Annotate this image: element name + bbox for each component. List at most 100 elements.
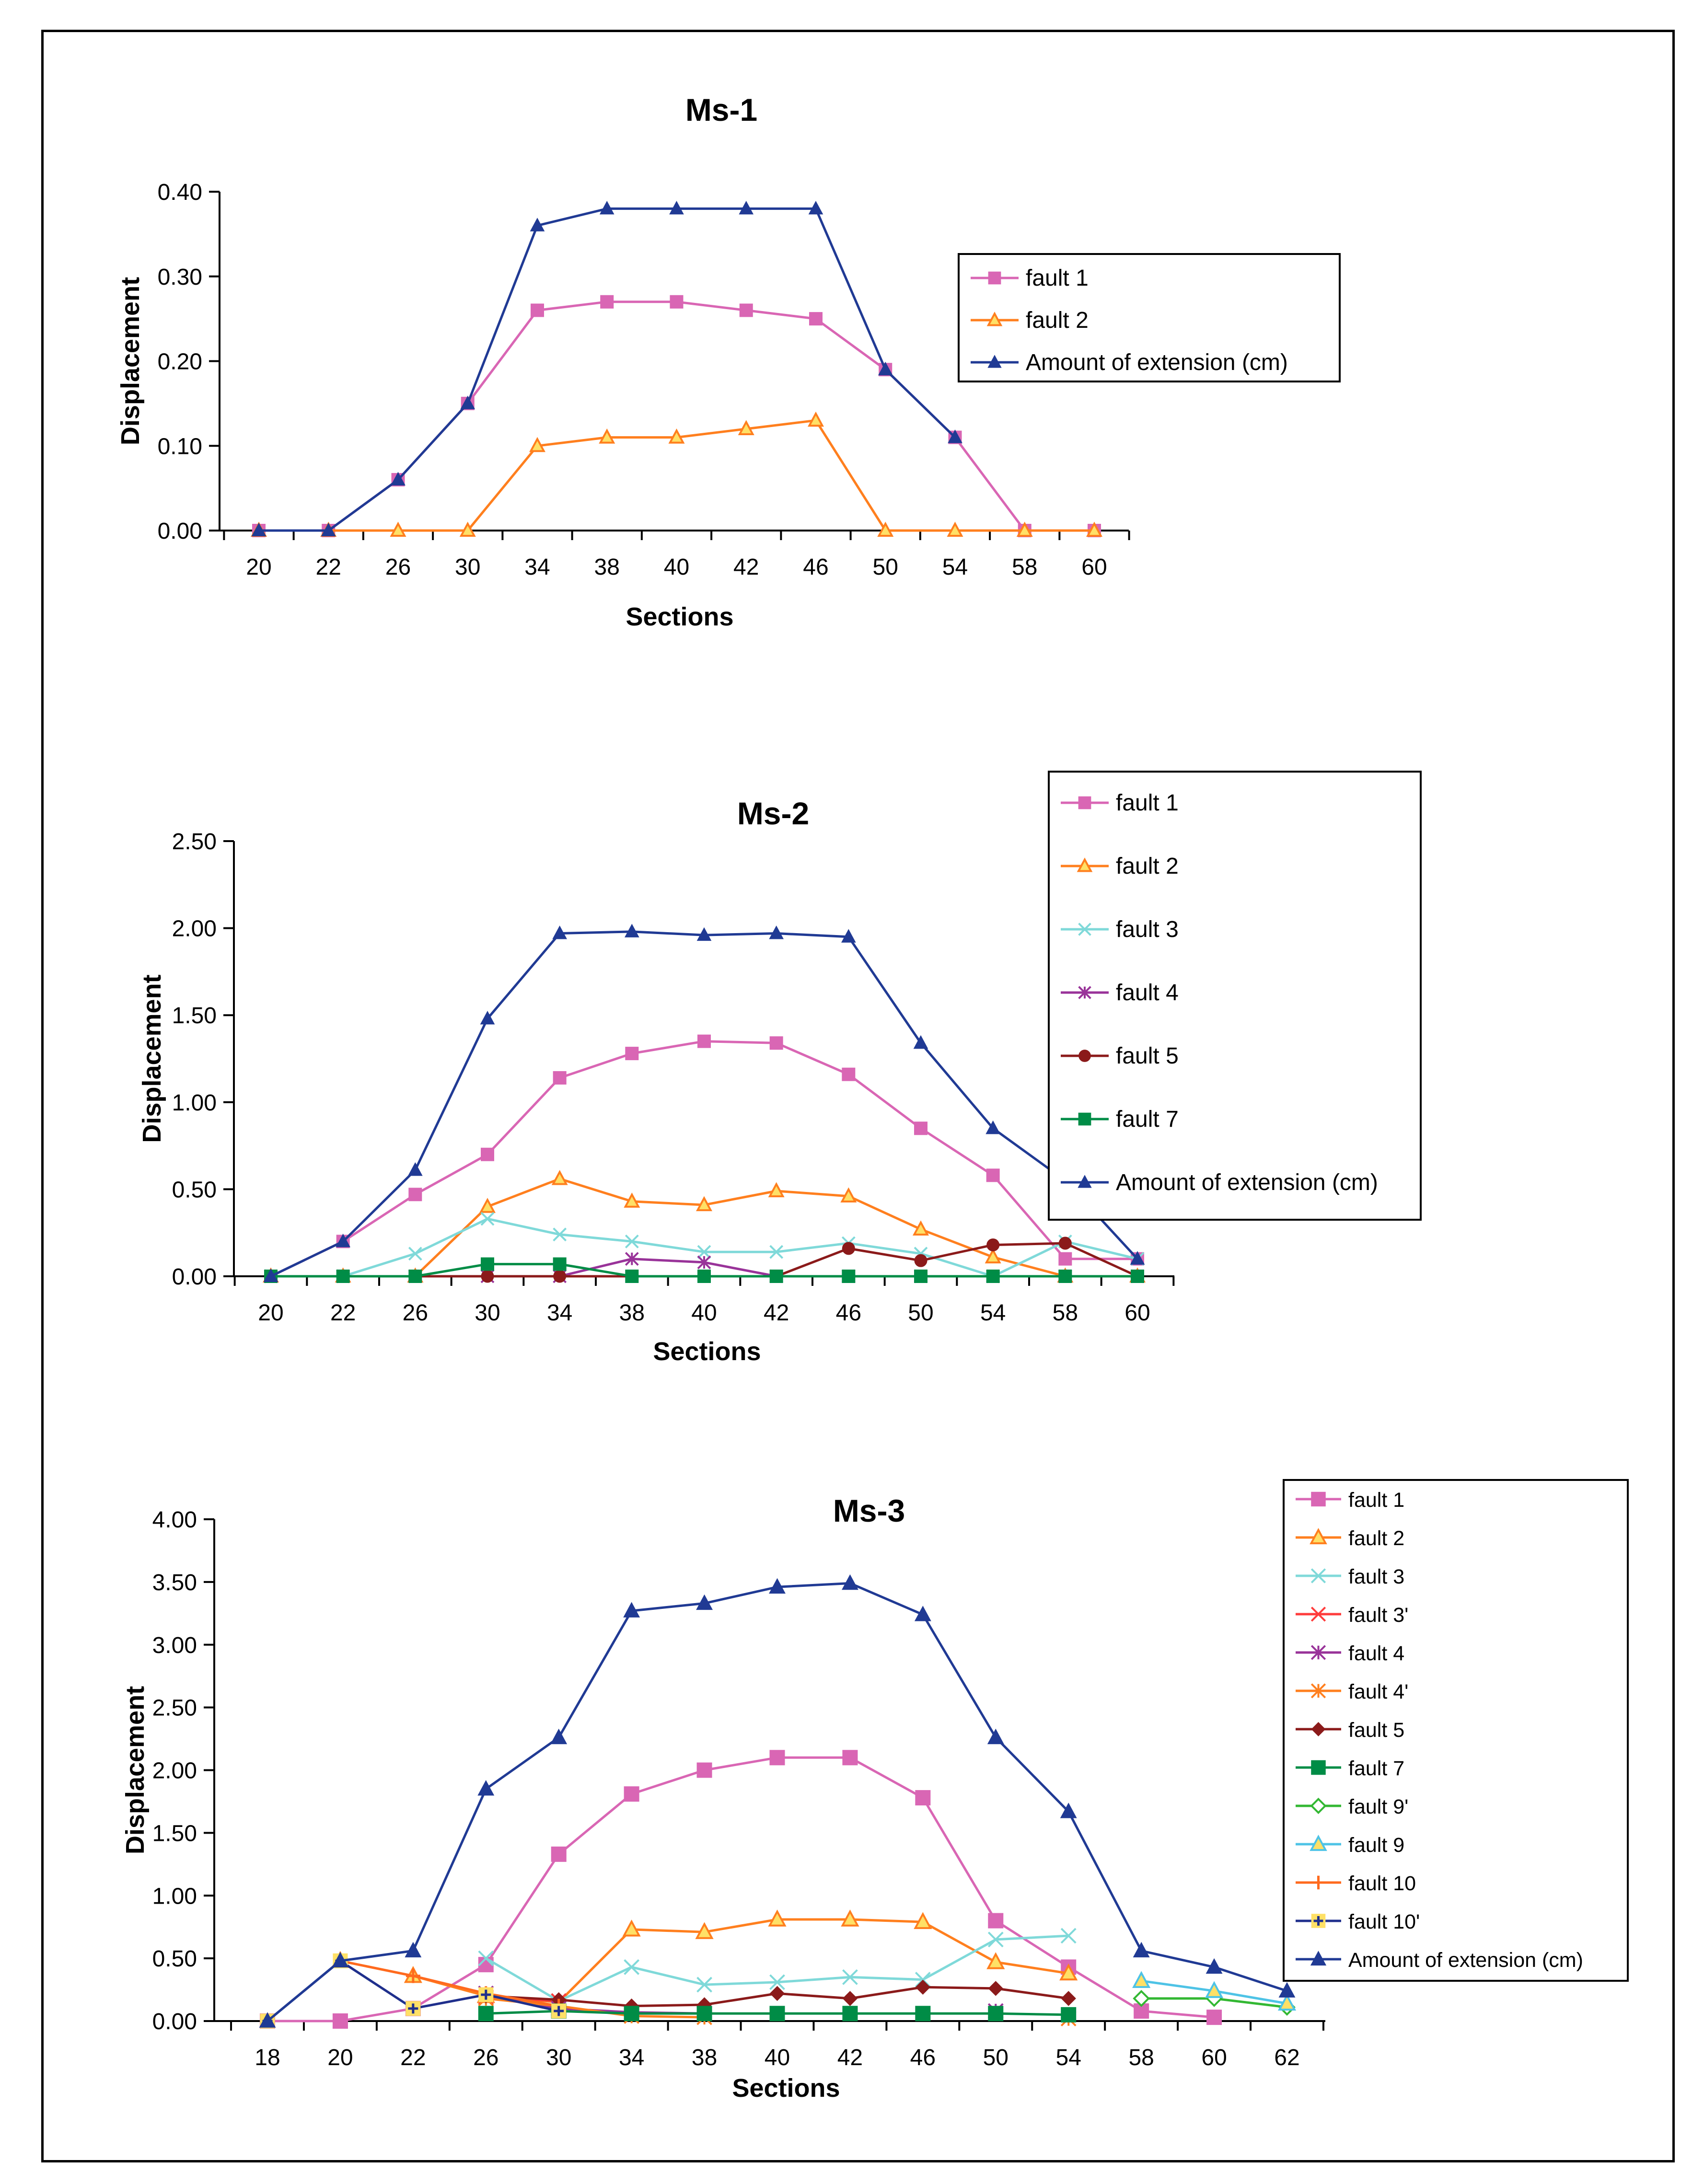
data-point <box>624 2006 639 2022</box>
data-point <box>1205 1981 1224 1998</box>
data-point <box>624 1786 639 1802</box>
data-point <box>478 1950 494 1966</box>
series-amount-of-extension-cm <box>251 200 962 537</box>
data-point <box>408 1188 422 1202</box>
chart-title: Ms-3 <box>833 1493 905 1528</box>
data-point <box>390 521 406 537</box>
data-point <box>840 1187 857 1202</box>
data-point <box>406 1968 420 1983</box>
y-tick-label: 0.50 <box>172 1177 217 1202</box>
legend: fault 1 fault 2 Amount of extension (cm) <box>958 253 1341 382</box>
legend-label: fault 4' <box>1348 1680 1408 1703</box>
legend-label: fault 10 <box>1348 1872 1416 1895</box>
data-point <box>1061 1991 1076 2006</box>
data-point <box>986 1238 1000 1252</box>
data-point <box>668 428 685 444</box>
series-fault-2 <box>331 1909 1078 2010</box>
data-point <box>670 295 684 309</box>
x-tick-label: 50 <box>908 1300 933 1326</box>
legend-item: fault 1 <box>1296 1489 1404 1512</box>
x-tick-label: 22 <box>330 1300 356 1326</box>
legend-label: fault 2 <box>1026 308 1089 333</box>
legend-label: fault 5 <box>1116 1043 1179 1069</box>
data-point <box>552 925 567 939</box>
y-axis-label: Displacement <box>116 277 145 445</box>
data-point <box>459 521 476 537</box>
x-tick-label: 26 <box>385 555 411 580</box>
data-point <box>336 1233 350 1248</box>
data-point <box>842 1574 858 1590</box>
legend-label: Amount of extension (cm) <box>1026 350 1288 375</box>
data-point <box>913 1035 928 1049</box>
legend-marker <box>1310 1797 1327 1814</box>
legend-marker <box>1078 1175 1092 1188</box>
data-point <box>551 1170 568 1185</box>
legend-label: fault 3 <box>1348 1565 1404 1588</box>
data-point <box>948 429 962 443</box>
data-point <box>625 1252 639 1266</box>
legend-marker <box>1310 1528 1327 1545</box>
legend-item: Amount of extension (cm) <box>1061 1170 1378 1195</box>
data-point <box>769 1578 786 1594</box>
x-tick-label: 62 <box>1274 2045 1299 2070</box>
x-tick-label: 60 <box>1081 555 1107 580</box>
data-point <box>739 200 754 215</box>
series-line-amount-of-extension-cm <box>259 207 956 532</box>
series-fault-10-prime <box>260 1953 567 2029</box>
y-axis-label: Displacement <box>138 974 166 1143</box>
series-line-amount-of-extension-cm <box>270 930 1138 1278</box>
y-tick-label: 0.00 <box>158 519 202 544</box>
legend-label: fault 10' <box>1348 1910 1420 1933</box>
legend-item: fault 9 <box>1296 1834 1404 1857</box>
data-point <box>624 1192 640 1208</box>
series-fault-2 <box>263 1170 1146 1283</box>
data-point <box>842 2006 858 2022</box>
legend-marker <box>1311 1760 1326 1775</box>
data-point <box>768 1182 785 1198</box>
data-point <box>406 2001 421 2016</box>
x-tick-label: 26 <box>473 2045 498 2070</box>
x-tick-label: 58 <box>1053 1300 1078 1326</box>
data-point <box>915 1790 931 1806</box>
data-point <box>697 1034 711 1048</box>
legend-label: fault 4 <box>1116 980 1179 1005</box>
series-line-amount-of-extension-cm <box>267 1582 1287 2022</box>
legend-box <box>1048 771 1422 1221</box>
data-point <box>332 2013 348 2029</box>
data-point <box>553 1257 567 1271</box>
data-point <box>878 361 893 376</box>
data-point <box>479 1198 496 1213</box>
chart-ms-3: Ms-3 0.00 0.50 1.00 1.50 2.00 2.50 3.00 3.50 4.00… <box>121 1479 1629 2103</box>
data-point <box>769 1750 785 1766</box>
data-point <box>624 1959 640 1975</box>
data-point <box>551 1846 567 1862</box>
legend-label: fault 2 <box>1116 854 1179 879</box>
data-point <box>1016 521 1033 537</box>
x-tick-label: 38 <box>692 2045 717 2070</box>
legend-marker <box>1310 1951 1327 1966</box>
y-tick-label: 0.00 <box>152 2009 197 2034</box>
data-point <box>768 1909 787 1927</box>
data-point <box>841 929 856 943</box>
legend-item: fault 7 <box>1296 1757 1404 1780</box>
data-point <box>1277 1993 1297 2011</box>
data-point <box>408 1162 423 1176</box>
data-point <box>1060 1803 1077 1818</box>
legend-marker <box>987 355 1002 368</box>
data-point <box>696 1762 712 1778</box>
data-point <box>769 1036 783 1050</box>
legend-marker <box>1078 796 1091 809</box>
legend-marker <box>1310 1568 1326 1583</box>
data-point <box>697 1245 711 1259</box>
legend-marker <box>1311 1722 1326 1736</box>
data-point <box>599 200 614 215</box>
y-tick-label: 4.00 <box>152 1507 197 1533</box>
legend-label: fault 9' <box>1348 1795 1408 1818</box>
series-amount-of-extension-cm <box>263 924 1145 1283</box>
data-point <box>913 1220 929 1236</box>
legend-item: fault 9' <box>1296 1795 1408 1818</box>
x-tick-label: 20 <box>246 555 271 580</box>
legend-item: fault 2 <box>971 308 1089 333</box>
x-axis-label: Sections <box>626 602 733 631</box>
x-tick-label: 46 <box>836 1300 861 1326</box>
